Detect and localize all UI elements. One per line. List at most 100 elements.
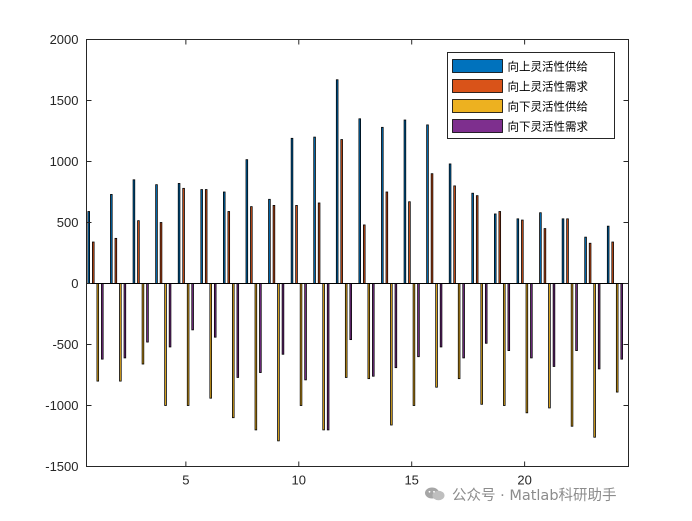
bar (430, 173, 434, 284)
bar (110, 194, 113, 284)
bar (232, 283, 235, 419)
bar (484, 283, 488, 344)
bar (390, 283, 393, 426)
bar (177, 183, 181, 284)
y-tick-label: 2000 (50, 32, 79, 47)
bar (412, 283, 416, 406)
bar (191, 283, 194, 331)
bar (394, 283, 398, 369)
bar (209, 283, 212, 399)
bar (259, 283, 262, 373)
bar (372, 283, 375, 377)
y-tick-label: 0 (71, 276, 78, 291)
y-tick-label: -1000 (45, 398, 78, 413)
bar (480, 283, 483, 405)
tick-labels-group: -1500 -1000 -500 0 500 1000 1500 2000 5 10 15 20 (45, 32, 532, 488)
bar (584, 236, 587, 284)
bar (548, 283, 551, 409)
bar (204, 189, 208, 284)
bar (223, 191, 226, 284)
y-tick-label: -1500 (45, 459, 78, 474)
bar (335, 79, 339, 284)
x-tick-label: 20 (517, 473, 531, 488)
bar (620, 283, 623, 360)
bar (471, 192, 474, 284)
bar (448, 163, 452, 284)
bar (530, 283, 533, 359)
bar (137, 220, 140, 284)
bar (236, 283, 240, 378)
bar (516, 218, 520, 284)
watermark: 公众号 · Matlab科研助手 (424, 481, 684, 507)
bar (277, 283, 280, 442)
legend-swatch (452, 99, 503, 113)
bar (295, 205, 298, 284)
bar (435, 283, 438, 388)
bar (250, 206, 253, 284)
bar (200, 189, 203, 284)
bar (566, 218, 569, 284)
bar (363, 224, 366, 284)
bar (521, 219, 524, 284)
bar (164, 283, 167, 406)
legend-swatch (452, 119, 503, 133)
y-tick-label: 500 (57, 215, 79, 230)
bar (494, 213, 497, 284)
bar (304, 283, 307, 381)
legend-swatch (452, 59, 503, 73)
bar (606, 225, 610, 284)
bar (462, 283, 465, 359)
bar (272, 205, 276, 284)
bar (358, 118, 362, 284)
bar (507, 283, 511, 351)
bar (281, 283, 285, 355)
bar (340, 139, 343, 284)
bar (543, 228, 547, 284)
bar (344, 283, 348, 378)
legend-label: 向下灵活性需求 (508, 120, 589, 134)
bar (141, 283, 145, 365)
bar (417, 283, 420, 358)
bar (426, 124, 429, 284)
bar (92, 241, 95, 284)
bar (299, 283, 303, 406)
bar (326, 283, 330, 431)
bar (403, 119, 407, 284)
bar (457, 283, 461, 380)
bar (159, 222, 163, 284)
bar (349, 283, 352, 341)
x-tick-label: 15 (404, 473, 418, 488)
bar (155, 184, 158, 284)
bar (561, 218, 565, 284)
bar (367, 283, 371, 380)
x-tick-label: 10 (292, 473, 306, 488)
bar (575, 283, 578, 351)
ticks-group (86, 39, 629, 467)
bar (313, 136, 316, 284)
y-tick-label: -500 (52, 337, 78, 352)
bar (268, 198, 271, 284)
bar (132, 179, 136, 284)
bar (385, 191, 389, 284)
bar (322, 283, 325, 431)
bar (588, 242, 592, 284)
bar (96, 283, 100, 382)
bar (182, 187, 185, 284)
bar (317, 202, 321, 284)
bar (525, 283, 529, 414)
bar (439, 283, 443, 348)
bar (539, 212, 542, 284)
bar (593, 283, 596, 438)
legend-label: 向上灵活性供给 (508, 60, 589, 74)
legend-swatch (452, 79, 503, 93)
bar (498, 211, 502, 284)
bar (552, 283, 556, 367)
bar (227, 211, 231, 284)
y-tick-label: 1000 (50, 154, 79, 169)
bar (119, 283, 122, 382)
bar (123, 283, 127, 359)
legend-label: 向上灵活性需求 (508, 80, 589, 94)
x-tick-label: 5 (182, 473, 189, 488)
